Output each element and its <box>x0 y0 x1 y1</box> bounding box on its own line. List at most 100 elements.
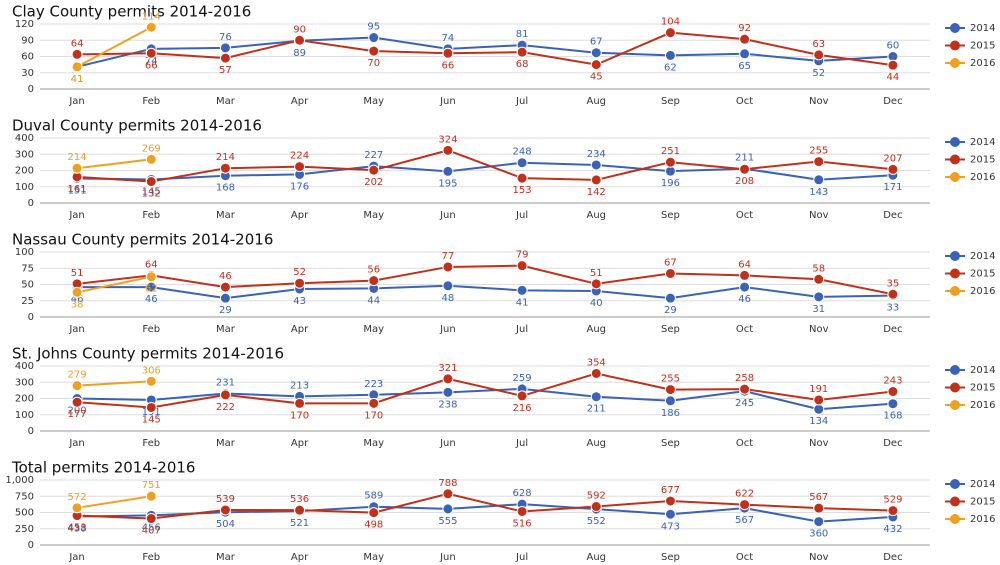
data-label: 170 <box>364 410 383 421</box>
y-tick-label: 750 <box>15 491 34 502</box>
x-tick-label: May <box>363 552 384 563</box>
x-tick-label: Feb <box>142 324 160 335</box>
data-point <box>294 277 306 289</box>
data-label: 628 <box>513 488 532 499</box>
data-label: 92 <box>738 23 751 34</box>
x-tick-label: Nov <box>809 324 829 335</box>
x-tick-label: Jul <box>515 96 528 107</box>
legend-label: 2014 <box>970 365 995 376</box>
data-point <box>590 278 602 290</box>
data-label: 67 <box>590 37 603 48</box>
data-point <box>145 21 157 33</box>
x-tick-label: Apr <box>291 96 309 107</box>
y-tick-label: 0 <box>28 84 34 95</box>
x-tick-label: Nov <box>809 210 829 221</box>
data-label: 354 <box>587 357 606 368</box>
x-tick-label: Jul <box>515 552 528 563</box>
data-label: 196 <box>661 178 680 189</box>
data-point <box>887 288 899 300</box>
x-tick-label: Aug <box>586 96 606 107</box>
legend-label: 2016 <box>970 514 995 525</box>
x-tick-label: Dec <box>883 552 902 563</box>
data-label: 43 <box>293 296 306 307</box>
data-point <box>294 397 306 409</box>
data-label: 74 <box>145 56 158 67</box>
data-point <box>813 49 825 61</box>
data-label: 243 <box>883 376 902 387</box>
data-label: 60 <box>887 41 900 52</box>
data-point <box>294 161 306 173</box>
legend-label: 2014 <box>970 23 995 34</box>
x-tick-label: Jun <box>439 324 456 335</box>
data-label: 76 <box>219 32 232 43</box>
legend-label: 2016 <box>970 286 995 297</box>
x-tick-label: Nov <box>809 552 829 563</box>
data-label: 33 <box>887 303 900 314</box>
data-point <box>590 47 602 59</box>
legend-label: 2015 <box>970 383 995 394</box>
data-point <box>219 504 231 516</box>
legend-label: 2014 <box>970 137 995 148</box>
data-label: 592 <box>587 491 606 502</box>
x-tick-label: Dec <box>883 96 902 107</box>
data-label: 211 <box>587 404 606 415</box>
y-tick-label: 200 <box>15 394 34 405</box>
x-tick-label: Feb <box>142 210 160 221</box>
data-point <box>145 490 157 502</box>
data-label: 567 <box>809 492 828 503</box>
data-label: 51 <box>590 268 603 279</box>
x-tick-label: Jul <box>515 438 528 449</box>
data-point <box>442 488 454 500</box>
data-point <box>516 390 528 402</box>
data-point <box>516 505 528 517</box>
data-label: 153 <box>513 185 532 196</box>
x-tick-label: Dec <box>883 210 902 221</box>
data-point <box>442 165 454 177</box>
y-tick-label: 100 <box>15 182 34 193</box>
data-label: 57 <box>219 65 232 76</box>
data-point <box>664 395 676 407</box>
data-point <box>887 59 899 71</box>
series-line <box>77 284 893 300</box>
x-tick-label: Jan <box>68 324 84 335</box>
y-tick-label: 200 <box>15 166 34 177</box>
data-label: 134 <box>809 416 828 427</box>
data-point <box>664 384 676 396</box>
data-label: 200 <box>68 406 87 417</box>
x-tick-label: Jul <box>515 324 528 335</box>
data-point <box>739 163 751 175</box>
data-label: 248 <box>513 147 532 158</box>
data-point <box>739 383 751 395</box>
y-tick-label: 100 <box>15 410 34 421</box>
x-tick-label: Jan <box>68 438 84 449</box>
data-point <box>664 508 676 520</box>
x-tick-label: Nov <box>809 96 829 107</box>
data-label: 81 <box>516 29 529 40</box>
data-label: 151 <box>68 185 87 196</box>
data-label: 213 <box>290 380 309 391</box>
data-point <box>516 172 528 184</box>
x-tick-label: Apr <box>291 324 309 335</box>
x-tick-label: Aug <box>586 552 606 563</box>
data-point <box>368 397 380 409</box>
data-label: 521 <box>290 518 309 529</box>
chart-title: Clay County permits 2014-2016 <box>12 3 251 21</box>
data-point <box>590 391 602 403</box>
data-label: 161 <box>68 184 87 195</box>
data-label: 572 <box>68 492 87 503</box>
x-tick-label: Apr <box>291 438 309 449</box>
data-label: 214 <box>68 152 87 163</box>
data-label: 77 <box>442 251 455 262</box>
data-point <box>145 513 157 525</box>
series-line <box>76 275 152 294</box>
data-label: 453 <box>68 523 87 534</box>
data-label: 202 <box>364 177 383 188</box>
data-point <box>71 61 83 73</box>
data-point <box>145 47 157 59</box>
data-point <box>739 499 751 511</box>
data-label: 208 <box>735 176 754 187</box>
y-tick-label: 100 <box>15 247 34 258</box>
data-point <box>368 32 380 44</box>
series-line <box>77 387 893 411</box>
